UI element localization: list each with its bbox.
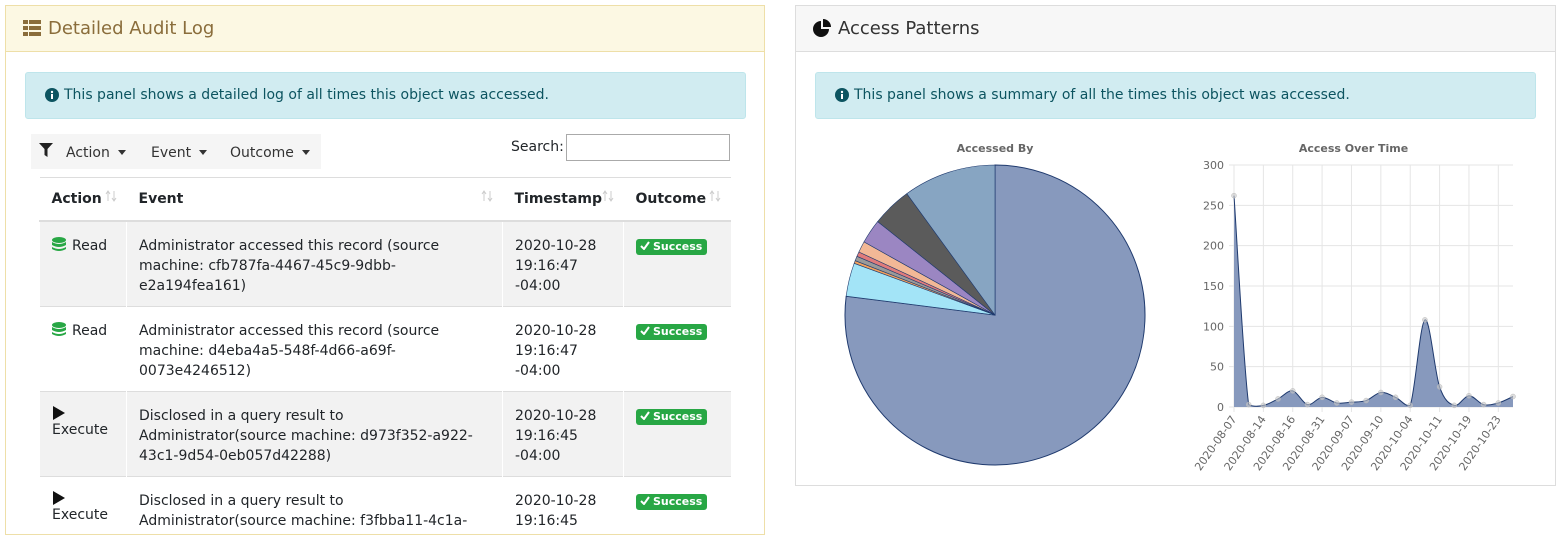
data-point xyxy=(1305,402,1310,407)
data-point xyxy=(1276,396,1281,401)
data-point xyxy=(1437,384,1442,389)
chart-title: Accessed By xyxy=(957,142,1034,155)
data-point xyxy=(1320,395,1325,400)
charts: Accessed By Access Over Time 0 50 100 150 200 2… xyxy=(0,0,1566,522)
area-fill xyxy=(1234,196,1513,407)
y-tick-label: 100 xyxy=(1203,320,1224,333)
chart-title: Access Over Time xyxy=(1299,142,1408,155)
y-tick-label: 50 xyxy=(1210,361,1224,374)
data-point xyxy=(1422,317,1427,322)
y-tick-label: 250 xyxy=(1203,199,1224,212)
y-tick-label: 300 xyxy=(1203,159,1224,172)
data-point xyxy=(1246,402,1251,407)
area-line xyxy=(1234,196,1513,407)
data-point xyxy=(1466,393,1471,398)
data-point xyxy=(1452,403,1457,408)
data-point xyxy=(1481,402,1486,407)
data-point xyxy=(1349,400,1354,405)
y-tick-label: 0 xyxy=(1217,401,1224,414)
data-point xyxy=(1261,403,1266,408)
data-point xyxy=(1511,394,1516,399)
y-tick-label: 200 xyxy=(1203,240,1224,253)
page: Detailed Audit Log This panel shows a de… xyxy=(0,0,1566,522)
y-tick-label: 150 xyxy=(1203,280,1224,293)
data-point xyxy=(1334,400,1339,405)
data-point xyxy=(1290,388,1295,393)
data-point xyxy=(1232,193,1237,198)
data-point xyxy=(1393,395,1398,400)
data-point xyxy=(1364,398,1369,403)
data-point xyxy=(1408,403,1413,408)
data-point xyxy=(1496,400,1501,405)
data-point xyxy=(1378,390,1383,395)
